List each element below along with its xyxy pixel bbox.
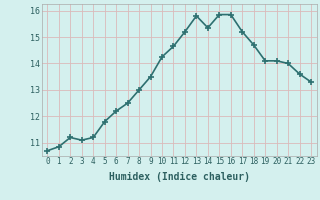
X-axis label: Humidex (Indice chaleur): Humidex (Indice chaleur) [109,172,250,182]
